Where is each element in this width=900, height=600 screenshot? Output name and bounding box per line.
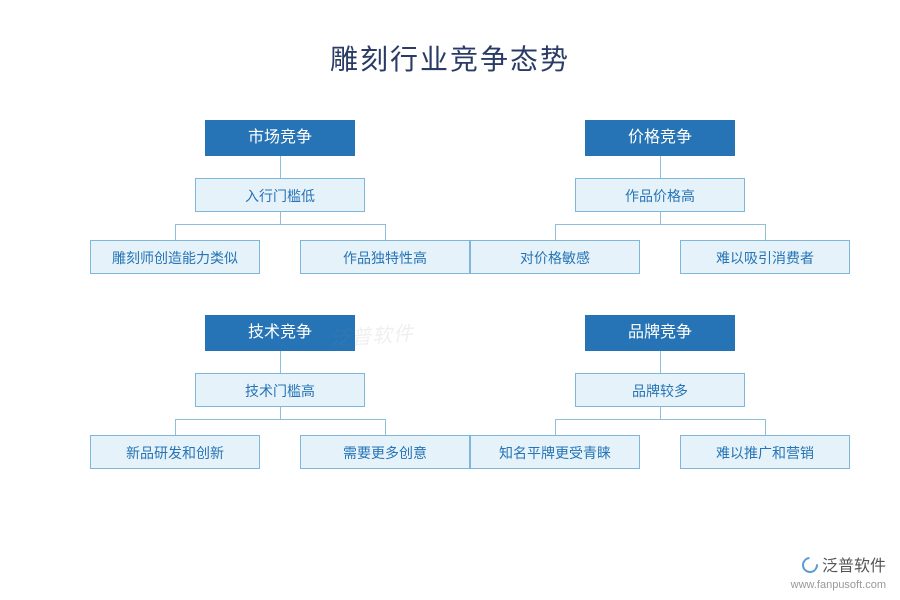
leaf-box: 难以吸引消费者	[680, 240, 850, 274]
brand-text: 泛普软件	[822, 558, 886, 575]
leaf-box: 对价格敏感	[470, 240, 640, 274]
connector-branch	[470, 212, 850, 240]
cluster-1: 价格竞争 作品价格高 对价格敏感 难以吸引消费者	[470, 120, 850, 274]
connector-branch	[90, 407, 470, 435]
leaf-box: 作品独特性高	[300, 240, 470, 274]
cluster-leaves: 新品研发和创新 需要更多创意	[90, 435, 470, 469]
connector-v	[280, 351, 281, 373]
connector-v	[280, 156, 281, 178]
brand-name: 泛普软件	[791, 557, 886, 578]
leaf-box: 知名平牌更受青睐	[470, 435, 640, 469]
cluster-3: 品牌竞争 品牌较多 知名平牌更受青睐 难以推广和营销	[470, 315, 850, 469]
brand-logo-icon	[799, 554, 822, 577]
connector-branch	[90, 212, 470, 240]
cluster-mid: 入行门槛低	[195, 178, 365, 212]
footer-brand: 泛普软件 www.fanpusoft.com	[791, 557, 886, 592]
cluster-mid: 技术门槛高	[195, 373, 365, 407]
cluster-2: 技术竞争 技术门槛高 新品研发和创新 需要更多创意	[90, 315, 470, 469]
leaf-box: 难以推广和营销	[680, 435, 850, 469]
connector-branch	[470, 407, 850, 435]
connector-v	[660, 351, 661, 373]
brand-url: www.fanpusoft.com	[791, 578, 886, 592]
cluster-header: 技术竞争	[205, 315, 355, 351]
cluster-mid: 作品价格高	[575, 178, 745, 212]
cluster-header: 价格竞争	[585, 120, 735, 156]
diagram-grid: 市场竞争 入行门槛低 雕刻师创造能力类似 作品独特性高 价格竞争 作品价格高 对…	[0, 100, 900, 600]
cluster-leaves: 对价格敏感 难以吸引消费者	[470, 240, 850, 274]
leaf-box: 需要更多创意	[300, 435, 470, 469]
cluster-header: 市场竞争	[205, 120, 355, 156]
page-title: 雕刻行业竞争态势	[0, 0, 900, 78]
cluster-mid: 品牌较多	[575, 373, 745, 407]
cluster-header: 品牌竞争	[585, 315, 735, 351]
connector-v	[660, 156, 661, 178]
leaf-box: 雕刻师创造能力类似	[90, 240, 260, 274]
cluster-leaves: 知名平牌更受青睐 难以推广和营销	[470, 435, 850, 469]
leaf-box: 新品研发和创新	[90, 435, 260, 469]
cluster-leaves: 雕刻师创造能力类似 作品独特性高	[90, 240, 470, 274]
cluster-0: 市场竞争 入行门槛低 雕刻师创造能力类似 作品独特性高	[90, 120, 470, 274]
